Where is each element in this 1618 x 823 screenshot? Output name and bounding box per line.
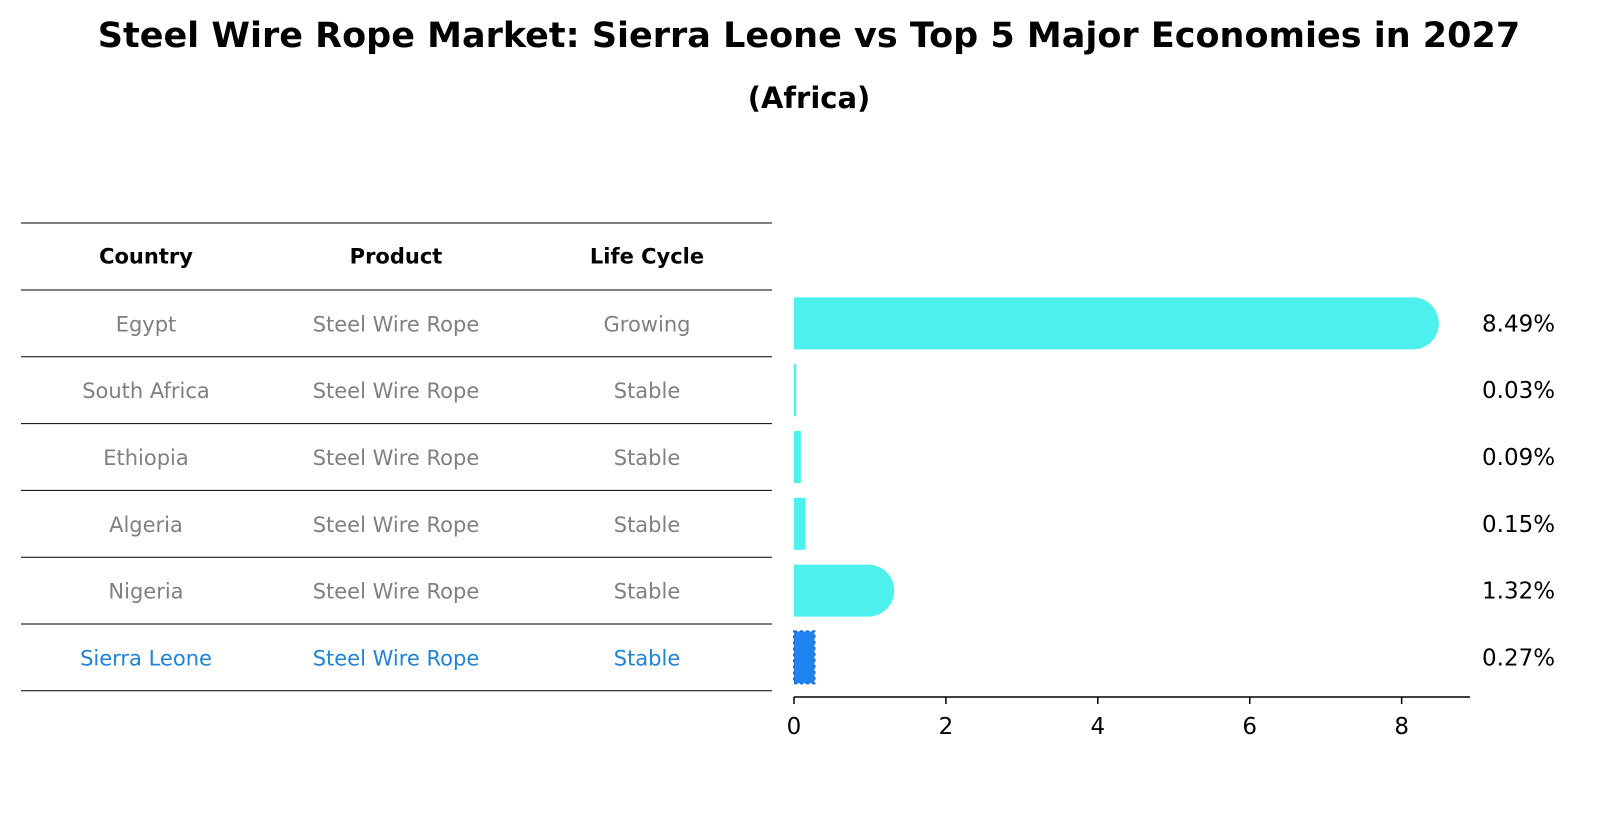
bar-value-label: 1.32% [1482,579,1555,605]
bar-value-label: 0.27% [1482,645,1555,671]
bar-value-label: 0.09% [1482,445,1555,471]
x-tick-label: 2 [939,714,954,740]
chart-title: Steel Wire Rope Market: Sierra Leone vs … [97,16,1521,56]
table-cell: Egypt [116,312,177,336]
table-header: Life Cycle [590,245,704,269]
bar-south-africa [794,364,797,417]
data-table: Country Product Life Cycle Egypt Steel Wire … [21,222,772,692]
table-cell: Stable [614,513,681,537]
table-cell: Nigeria [108,580,183,604]
bar-sierra-leone [793,630,816,685]
table-header: Country [99,245,193,269]
x-axis: 0 2 4 6 8 [787,696,1470,740]
x-tick-label: 6 [1242,714,1257,740]
bar-nigeria [794,564,895,617]
table-cell: Stable [614,446,681,470]
x-tick-label: 8 [1394,714,1409,740]
table-cell: Steel Wire Rope [313,379,480,403]
table-cell: Growing [604,312,691,336]
table-header: Product [350,245,443,269]
bar-algeria [794,497,806,550]
table-cell: Stable [614,580,681,604]
table-cell: Steel Wire Rope [313,580,480,604]
table-cell: South Africa [82,379,210,403]
table-cell: Ethiopia [103,446,189,470]
table-cell: Algeria [109,513,183,537]
bar-plot: 8.49% 0.03% 0.09% 0.15% 1.32% 0.27% [793,297,1555,685]
bar-egypt [794,297,1439,350]
bar-value-label: 0.03% [1482,378,1555,404]
table-cell: Stable [614,379,681,403]
bar-value-label: 8.49% [1482,311,1555,337]
bar-ethiopia [794,431,801,483]
x-tick-label: 0 [787,714,802,740]
table-cell: Steel Wire Rope [313,513,480,537]
table-cell: Steel Wire Rope [313,446,480,470]
table-cell: Stable [614,646,681,670]
table-cell: Steel Wire Rope [313,312,480,336]
table-cell: Sierra Leone [80,646,212,670]
x-tick-label: 4 [1090,714,1105,740]
table-cell: Steel Wire Rope [313,646,480,670]
chart-subtitle: (Africa) [747,81,871,115]
bar-value-label: 0.15% [1482,512,1555,538]
